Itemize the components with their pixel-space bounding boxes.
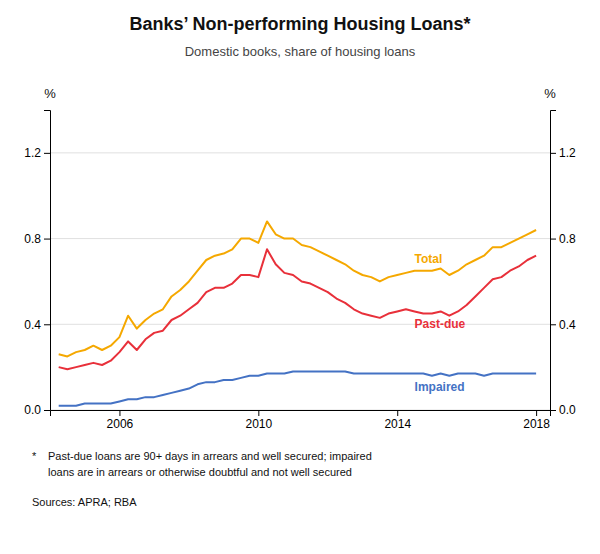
grid bbox=[50, 153, 550, 410]
tick-label: 1.2 bbox=[559, 146, 576, 160]
tick: 0.4 bbox=[24, 318, 50, 332]
grid-line bbox=[50, 152, 550, 153]
plot-area: 2006 2010 2014 2018 0.0 0.4 0.8 1.2 0.0 0.4 0.8 1.2… bbox=[24, 86, 576, 431]
y-axis-line bbox=[44, 111, 51, 411]
source: Sources: APRA; RBA bbox=[32, 496, 137, 508]
tick-mark bbox=[536, 410, 537, 416]
tick-label: 0.8 bbox=[24, 232, 41, 246]
tick-label: 2010 bbox=[245, 417, 272, 431]
footnotes: * Past-due loans are 90+ days in arrears … bbox=[32, 450, 372, 508]
tick-mark bbox=[550, 239, 556, 240]
tick-label: 0.0 bbox=[559, 403, 576, 417]
tick: 2010 bbox=[245, 410, 272, 431]
tick-mark bbox=[397, 410, 398, 416]
series-label: Total bbox=[415, 252, 443, 266]
series-label: Past-due bbox=[415, 317, 466, 331]
y2-axis-label: % bbox=[544, 86, 556, 101]
y-axis: 0.0 0.4 0.8 1.2 bbox=[24, 111, 50, 418]
x-axis: 2006 2010 2014 2018 bbox=[51, 410, 551, 431]
chart-container: Banks’ Non-performing Housing Loans* Dome… bbox=[0, 0, 600, 554]
tick: 2014 bbox=[384, 410, 411, 431]
tick: 0.0 bbox=[550, 403, 576, 417]
y-axis-label: % bbox=[44, 86, 56, 101]
tick-label: 0.8 bbox=[559, 232, 576, 246]
tick-mark bbox=[44, 410, 50, 411]
footnote-marker: * bbox=[32, 450, 37, 462]
tick-label: 2014 bbox=[384, 417, 411, 431]
tick-mark bbox=[550, 410, 556, 411]
tick-mark bbox=[119, 410, 120, 416]
title: Banks’ Non-performing Housing Loans* bbox=[129, 14, 470, 34]
tick: 1.2 bbox=[24, 146, 50, 160]
tick-label: 0.4 bbox=[24, 318, 41, 332]
tick: 0.8 bbox=[550, 232, 576, 246]
tick-mark bbox=[550, 324, 556, 325]
y2-axis: 0.0 0.4 0.8 1.2 bbox=[550, 111, 576, 418]
tick-mark bbox=[550, 153, 556, 154]
tick-label: 0.0 bbox=[24, 403, 41, 417]
chart-svg: Banks’ Non-performing Housing Loans* Dome… bbox=[0, 0, 600, 554]
tick: 2018 bbox=[523, 410, 550, 431]
series-labels: Total Past-due Impaired bbox=[415, 252, 466, 394]
footnote-line: loans are in arrears or otherwise doubtf… bbox=[48, 466, 352, 478]
tick: 2006 bbox=[107, 410, 134, 431]
tick-mark bbox=[44, 324, 50, 325]
tick-mark bbox=[258, 410, 259, 416]
tick: 1.2 bbox=[550, 146, 576, 160]
series-line bbox=[59, 221, 536, 356]
x-axis-line bbox=[51, 411, 551, 417]
tick-label: 0.4 bbox=[559, 318, 576, 332]
series-line bbox=[59, 371, 536, 405]
lines bbox=[59, 221, 536, 405]
tick-label: 2018 bbox=[523, 417, 550, 431]
tick-mark bbox=[44, 153, 50, 154]
series-line bbox=[59, 249, 536, 369]
footnote-line: Past-due loans are 90+ days in arrears a… bbox=[48, 450, 372, 462]
grid-line bbox=[50, 238, 550, 239]
tick: 0.8 bbox=[24, 232, 50, 246]
tick-label: 2006 bbox=[107, 417, 134, 431]
tick: 0.0 bbox=[24, 403, 50, 417]
subtitle: Domestic books, share of housing loans bbox=[185, 44, 416, 59]
series-label: Impaired bbox=[415, 380, 465, 394]
tick-label: 1.2 bbox=[24, 146, 41, 160]
tick: 0.4 bbox=[550, 318, 576, 332]
y2-axis-line bbox=[551, 111, 557, 411]
tick-mark bbox=[44, 239, 50, 240]
